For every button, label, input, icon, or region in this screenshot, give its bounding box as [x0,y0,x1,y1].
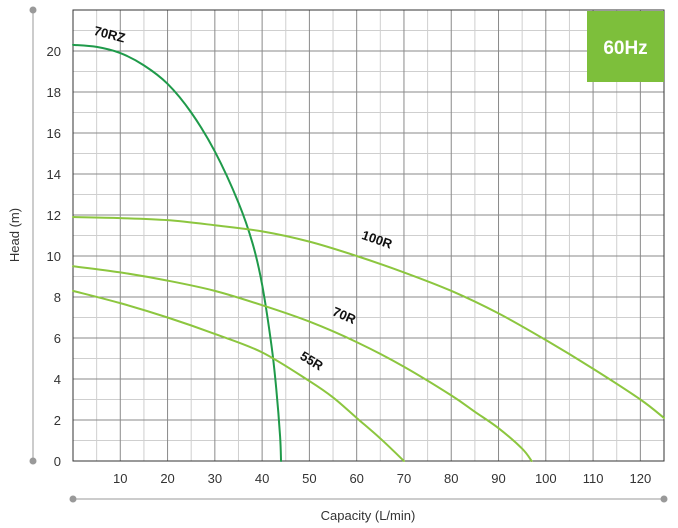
badge-background [587,11,664,82]
y-tick-label: 4 [54,372,61,387]
x-tick-label: 110 [583,471,604,486]
x-tick-label: 10 [113,471,127,486]
series-line-100r [72,216,665,419]
minor-gridlines [73,10,664,461]
frequency-badge: 60Hz [587,11,664,82]
series-label-70rz: 70RZ [92,23,127,46]
y-tick-label: 12 [47,208,61,223]
y-tick-label: 20 [47,44,61,59]
x-tick-label: 30 [208,471,222,486]
y-tick-labels: 0 2 4 6 8 10 12 14 16 18 20 [47,44,61,469]
y-tick-label: 0 [54,454,61,469]
x-tick-labels: 10 20 30 40 50 60 70 80 90 100 110 120 [113,471,651,486]
y-axis-title: Head (m) [7,208,22,262]
x-tick-label: 90 [491,471,505,486]
major-gridlines [73,10,664,461]
plot-frame [72,9,665,462]
y-tick-label: 10 [47,249,61,264]
x-tick-label: 80 [444,471,458,486]
badge-text: 60Hz [603,38,647,59]
x-tick-label: 100 [535,471,557,486]
y-tick-label: 18 [47,85,61,100]
y-tick-label: 6 [54,331,61,346]
x-tick-label: 120 [630,471,652,486]
y-tick-label: 2 [54,413,61,428]
x-tick-label: 60 [349,471,363,486]
series-label-100r: 100R [360,227,395,252]
series-label-55r: 55R [298,348,327,374]
x-axis-title: Capacity (L/min) [321,508,416,523]
x-tick-label: 40 [255,471,269,486]
y-axis-decoration [29,6,37,465]
y-tick-label: 14 [47,167,61,182]
x-tick-label: 70 [397,471,411,486]
series-line-70rz [72,43,283,462]
series-lines [72,43,665,462]
series-line-55r [72,289,405,462]
series-label-70r: 70R [330,304,358,327]
y-tick-label: 16 [47,126,61,141]
x-axis-decoration [69,495,668,503]
series-line-70r [72,265,533,462]
y-tick-label: 8 [54,290,61,305]
x-tick-label: 20 [160,471,174,486]
x-tick-label: 50 [302,471,316,486]
